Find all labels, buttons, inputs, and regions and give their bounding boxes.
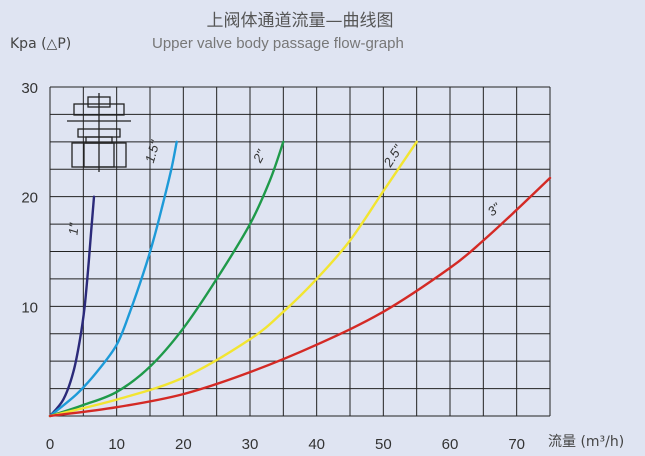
- x-tick-label: 30: [242, 436, 259, 453]
- chart-grid: [49, 86, 551, 417]
- series-curves: [48, 140, 552, 418]
- series-line: [48, 195, 96, 418]
- x-axis-label: 流量 (m³/h): [548, 434, 624, 450]
- valve-body-diagram-icon: [67, 93, 131, 172]
- x-tick-label: 10: [108, 436, 125, 453]
- x-tick-label: 60: [442, 436, 459, 453]
- series-label: 3": [485, 199, 505, 219]
- x-tick-label: 70: [508, 436, 525, 453]
- series-line: [48, 140, 178, 418]
- series-line: [48, 176, 552, 418]
- axis-ticks: 0 10 20 30 40 50 60 70 10 20 30: [21, 80, 525, 453]
- chart-subtitle: Upper valve body passage flow-graph: [152, 35, 404, 52]
- y-axis-label: Kpa (△P): [10, 36, 71, 52]
- chart-title: 上阀体通道流量—曲线图: [207, 11, 394, 31]
- x-tick-label: 20: [175, 436, 192, 453]
- series-line: [48, 140, 285, 418]
- x-tick-label: 0: [46, 436, 54, 453]
- y-tick-label: 30: [21, 80, 38, 97]
- series-label: 1.5": [142, 137, 163, 164]
- series-labels: 1"1.5" 2" 2.5"3": [65, 137, 504, 236]
- series-label: 1": [65, 221, 81, 236]
- series-line: [48, 140, 418, 418]
- x-tick-label: 40: [308, 436, 325, 453]
- series-label: 2": [249, 146, 269, 166]
- y-tick-label: 20: [21, 190, 38, 207]
- x-tick-label: 50: [375, 436, 392, 453]
- y-tick-label: 10: [21, 299, 38, 316]
